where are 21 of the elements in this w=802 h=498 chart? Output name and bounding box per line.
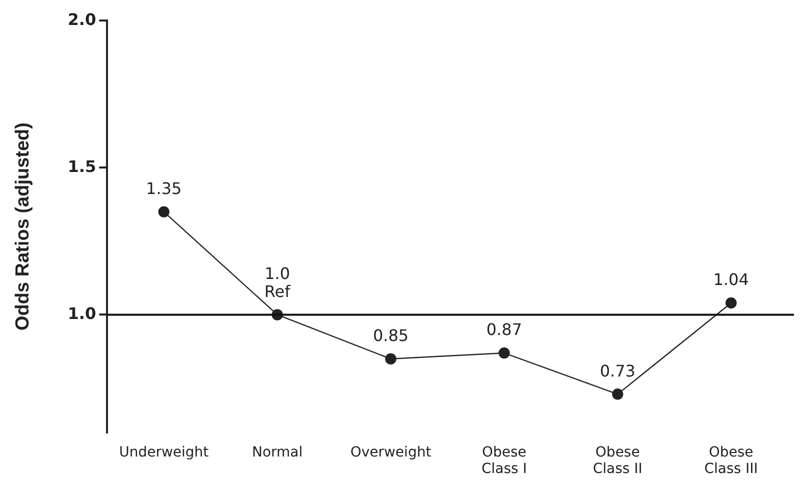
point (498, 347, 510, 359)
y-tick-label: 1.5 (68, 156, 96, 176)
y-tick-label: 1.0 (68, 304, 96, 323)
point (612, 388, 624, 400)
data-label: 0.87 (486, 320, 522, 340)
x-tick-label: Underweight (119, 444, 210, 460)
data-label: 1.35 (146, 178, 182, 198)
data-label: 0.73 (600, 361, 636, 380)
point (158, 206, 170, 218)
x-tick-label: Overweight (350, 444, 432, 460)
point (385, 353, 396, 364)
y-axis-title: Odds Ratios (adjusted) (12, 122, 34, 330)
x-tick-label: Obese Class II (592, 444, 642, 478)
data-label: 1.04 (713, 270, 749, 290)
point (725, 297, 737, 309)
x-tick-label: Normal (252, 444, 303, 460)
y-tick-label: 2.0 (68, 10, 96, 29)
x-tick-label: Obese Class I (481, 444, 527, 478)
data-label: 1.0 Ref (264, 264, 291, 301)
x-tick-label: Obese Class III (704, 444, 758, 478)
data-label: 0.85 (372, 326, 409, 346)
